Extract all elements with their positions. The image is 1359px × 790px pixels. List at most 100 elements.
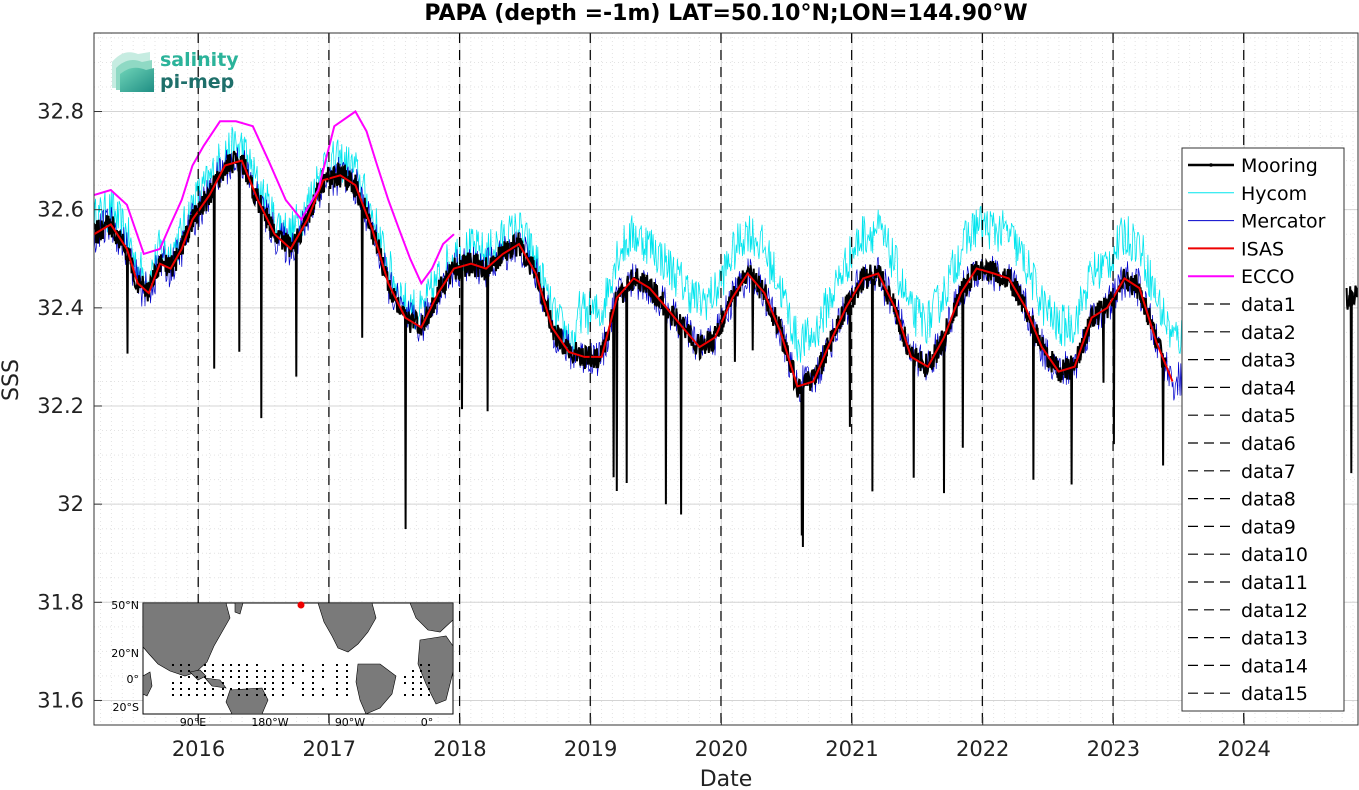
y-tick-label: 31.8 — [37, 590, 84, 614]
map-buoy-dot — [222, 670, 224, 672]
map-buoy-dot — [272, 688, 274, 690]
map-buoy-dot — [246, 682, 248, 684]
legend-label: data10 — [1241, 544, 1308, 566]
y-tick-label: 31.6 — [37, 688, 84, 712]
map-buoy-dot — [246, 688, 248, 690]
map-buoy-dot — [302, 664, 304, 666]
map-buoy-dot — [180, 688, 182, 690]
series-mooring — [94, 150, 1167, 548]
salinity-logo: salinity pi-mep — [112, 49, 239, 93]
map-lon-90e: 90°E — [180, 716, 206, 729]
map-buoy-dot — [180, 682, 182, 684]
map-buoy-dot — [272, 676, 274, 678]
y-tick-label: 32.4 — [37, 296, 84, 320]
map-buoy-dot — [196, 676, 198, 678]
x-tick-label: 2024 — [1217, 737, 1270, 761]
series-hycom — [94, 126, 1192, 363]
x-tick-label: 2016 — [172, 737, 225, 761]
legend-label: Mercator — [1241, 211, 1326, 233]
map-buoy-dot — [256, 682, 258, 684]
map-buoy-dot — [272, 682, 274, 684]
map-buoy-dot — [180, 676, 182, 678]
map-buoy-dot — [420, 676, 422, 678]
y-axis-label: SSS — [0, 359, 24, 401]
map-lat-0: 0° — [127, 673, 140, 686]
map-buoy-dot — [312, 676, 314, 678]
legend-label: data13 — [1241, 628, 1308, 650]
legend-label: Hycom — [1241, 183, 1307, 205]
wave-logo-icon — [112, 52, 154, 92]
map-buoy-dot — [188, 694, 190, 696]
x-tick-label: 2019 — [564, 737, 617, 761]
map-buoy-dot — [282, 682, 284, 684]
map-lat-20n: 20°N — [111, 647, 139, 660]
map-buoy-dot — [336, 664, 338, 666]
map-buoy-dot — [256, 694, 258, 696]
map-buoy-dot — [264, 694, 266, 696]
map-buoy-dot — [180, 664, 182, 666]
map-buoy-dot — [312, 694, 314, 696]
map-buoy-dot — [336, 694, 338, 696]
y-tick-label: 32.2 — [37, 394, 84, 418]
map-buoy-dot — [412, 676, 414, 678]
map-buoy-dot — [322, 664, 324, 666]
legend: Mooring Hycom Mercator ISAS ECCO data1 data2 da… — [1181, 147, 1345, 712]
map-buoy-dot — [238, 688, 240, 690]
logo-line2: pi-mep — [160, 71, 234, 93]
legend-label: data1 — [1241, 294, 1296, 316]
map-lon-90w: 90°W — [335, 716, 365, 729]
map-buoy-dot — [222, 664, 224, 666]
map-lon-180w: 180°W — [251, 716, 288, 729]
legend-label: data5 — [1241, 405, 1296, 427]
map-buoy-dot — [212, 664, 214, 666]
map-buoy-dot — [282, 676, 284, 678]
x-tick-label: 2023 — [1087, 737, 1140, 761]
map-buoy-dot — [282, 694, 284, 696]
map-buoy-dot — [188, 664, 190, 666]
map-buoy-dot — [196, 682, 198, 684]
map-buoy-dot — [404, 682, 406, 684]
map-buoy-dot — [272, 694, 274, 696]
map-buoy-dot — [204, 694, 206, 696]
legend-label: data15 — [1241, 683, 1308, 705]
map-buoy-dot — [302, 694, 304, 696]
legend-label: data11 — [1241, 572, 1308, 594]
map-buoy-dot — [188, 688, 190, 690]
map-buoy-dot — [282, 664, 284, 666]
map-buoy-dot — [346, 670, 348, 672]
inset-map-land — [143, 603, 453, 714]
map-buoy-dot — [322, 670, 324, 672]
map-buoy-dot — [256, 670, 258, 672]
legend-label: Mooring — [1241, 155, 1318, 177]
map-buoy-dot — [238, 664, 240, 666]
series-isas — [94, 159, 1174, 388]
map-buoy-dot — [238, 670, 240, 672]
map-buoy-dot — [180, 694, 182, 696]
series-ecco — [94, 110, 455, 286]
legend-box — [1181, 147, 1345, 712]
map-buoy-dot — [428, 694, 430, 696]
papa-location-marker — [297, 601, 305, 609]
x-axis-label: Date — [700, 767, 753, 790]
legend-label: data14 — [1241, 655, 1308, 677]
y-tick-label: 32 — [57, 492, 84, 516]
map-buoy-dot — [420, 670, 422, 672]
map-buoy-dot — [204, 682, 206, 684]
map-buoy-dot — [196, 694, 198, 696]
map-buoy-dot — [172, 682, 174, 684]
map-buoy-dot — [302, 688, 304, 690]
map-buoy-dot — [282, 688, 284, 690]
map-buoy-dot — [312, 682, 314, 684]
y-tick-label: 32.8 — [37, 100, 84, 124]
series-layer — [94, 110, 1358, 548]
map-buoy-dot — [264, 676, 266, 678]
map-buoy-dot — [238, 676, 240, 678]
map-buoy-dot — [336, 670, 338, 672]
chart-title: PAPA (depth =-1m) LAT=50.10°N;LON=144.90… — [424, 1, 1027, 26]
map-buoy-dot — [238, 694, 240, 696]
map-buoy-dot — [172, 694, 174, 696]
map-buoy-dot — [428, 664, 430, 666]
map-buoy-dot — [188, 670, 190, 672]
map-buoy-dot — [302, 670, 304, 672]
